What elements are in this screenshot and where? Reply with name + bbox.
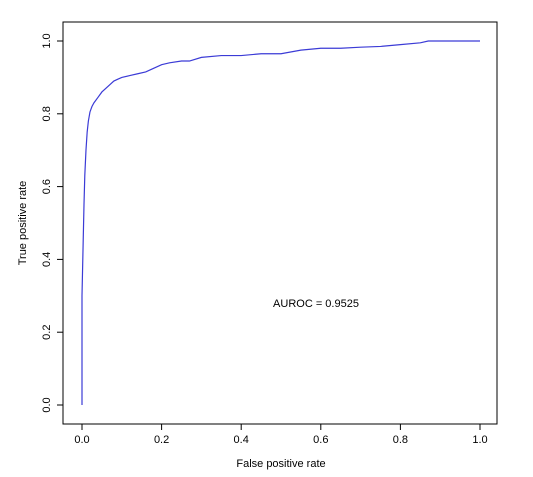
y-tick-label: 1.0 (41, 33, 53, 48)
x-tick-label: 0.2 (154, 434, 169, 446)
x-axis: 0.0 0.2 0.4 0.6 0.8 1.0 (74, 423, 488, 446)
y-tick-label: 0.8 (41, 106, 53, 121)
roc-curve-line (81, 40, 480, 405)
y-tick-label: 0.0 (41, 397, 53, 412)
x-tick-label: 0.8 (393, 434, 408, 446)
x-tick-label: 0.6 (313, 434, 328, 446)
x-tick-label: 0.4 (234, 434, 249, 446)
y-tick-label: 0.6 (41, 179, 53, 194)
x-tick-label: 0.0 (74, 434, 89, 446)
y-axis-title: True positive rate (17, 181, 29, 266)
plot-frame (62, 21, 498, 425)
x-axis-title: False positive rate (236, 458, 325, 470)
y-tick-label: 0.2 (41, 325, 53, 340)
y-axis: 0.0 0.2 0.4 0.6 0.8 1.0 (41, 33, 64, 413)
auroc-annotation: AUROC = 0.9525 (273, 298, 359, 310)
y-tick-label: 0.4 (41, 252, 53, 267)
x-tick-label: 1.0 (472, 434, 487, 446)
